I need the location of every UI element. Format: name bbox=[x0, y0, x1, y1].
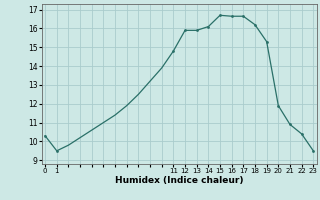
X-axis label: Humidex (Indice chaleur): Humidex (Indice chaleur) bbox=[115, 176, 244, 185]
